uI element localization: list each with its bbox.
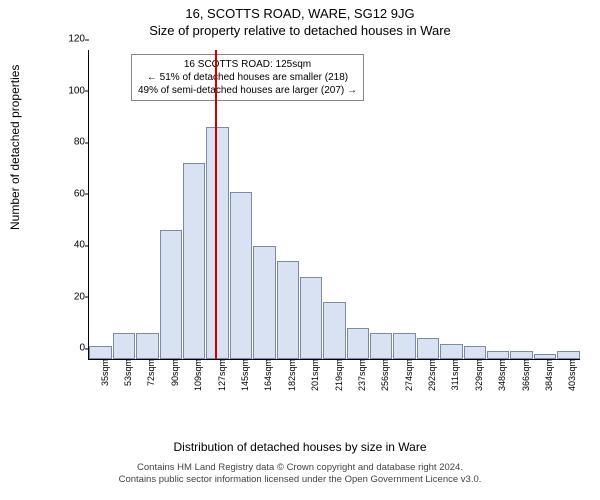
x-tick: 274sqm bbox=[404, 359, 414, 391]
histogram-bar bbox=[557, 351, 579, 359]
x-tick: 182sqm bbox=[287, 359, 297, 391]
x-tick: 201sqm bbox=[310, 359, 320, 391]
histogram-bar bbox=[113, 333, 135, 359]
x-tick: 145sqm bbox=[240, 359, 250, 391]
x-tick: 292sqm bbox=[427, 359, 437, 391]
x-tick: 219sqm bbox=[334, 359, 344, 391]
y-tick: 60 bbox=[59, 188, 85, 199]
histogram-bar bbox=[277, 261, 299, 359]
property-marker-line bbox=[215, 50, 217, 359]
x-tick: 403sqm bbox=[567, 359, 577, 391]
y-tick: 80 bbox=[59, 137, 85, 148]
y-tick: 0 bbox=[59, 343, 85, 354]
histogram-bar bbox=[183, 163, 205, 359]
histogram-bar bbox=[393, 333, 415, 359]
x-tick: 329sqm bbox=[474, 359, 484, 391]
annotation-line-3: 49% of semi-detached houses are larger (… bbox=[138, 84, 357, 97]
chart-area: 16 SCOTTS ROAD: 125sqm ← 51% of detached… bbox=[60, 50, 580, 410]
page-subtitle: Size of property relative to detached ho… bbox=[0, 23, 600, 38]
annotation-box: 16 SCOTTS ROAD: 125sqm ← 51% of detached… bbox=[131, 54, 364, 101]
histogram-bar bbox=[206, 127, 228, 359]
histogram-bar bbox=[323, 302, 345, 359]
y-tick: 120 bbox=[59, 34, 85, 45]
histogram-bar bbox=[464, 346, 486, 359]
histogram-bar bbox=[253, 246, 275, 359]
x-tick: 164sqm bbox=[263, 359, 273, 391]
histogram-bar bbox=[347, 328, 369, 359]
histogram-bar bbox=[160, 230, 182, 359]
page-title: 16, SCOTTS ROAD, WARE, SG12 9JG bbox=[0, 6, 600, 21]
x-tick: 109sqm bbox=[193, 359, 203, 391]
chart-container: 16, SCOTTS ROAD, WARE, SG12 9JG Size of … bbox=[0, 0, 600, 500]
x-tick: 256sqm bbox=[380, 359, 390, 391]
y-tick: 40 bbox=[59, 240, 85, 251]
x-tick: 348sqm bbox=[497, 359, 507, 391]
histogram-bar bbox=[230, 192, 252, 359]
x-tick: 127sqm bbox=[217, 359, 227, 391]
x-tick: 366sqm bbox=[521, 359, 531, 391]
x-tick: 384sqm bbox=[544, 359, 554, 391]
y-tick: 20 bbox=[59, 291, 85, 302]
annotation-line-2: ← 51% of detached houses are smaller (21… bbox=[138, 71, 357, 84]
plot-region: 16 SCOTTS ROAD: 125sqm ← 51% of detached… bbox=[88, 50, 580, 360]
histogram-bar bbox=[136, 333, 158, 359]
histogram-bar bbox=[417, 338, 439, 359]
footer-line-2: Contains public sector information licen… bbox=[10, 474, 590, 486]
footer: Contains HM Land Registry data © Crown c… bbox=[10, 462, 590, 486]
y-axis-label: Number of detached properties bbox=[8, 65, 22, 230]
histogram-bar bbox=[300, 277, 322, 359]
histogram-bar bbox=[440, 344, 462, 359]
x-axis-label: Distribution of detached houses by size … bbox=[0, 440, 600, 454]
histogram-bar bbox=[370, 333, 392, 359]
x-tick: 311sqm bbox=[450, 359, 460, 390]
x-tick: 53sqm bbox=[123, 359, 133, 386]
x-tick: 35sqm bbox=[100, 359, 110, 386]
x-tick: 237sqm bbox=[357, 359, 367, 391]
histogram-bar bbox=[510, 351, 532, 359]
y-tick: 100 bbox=[59, 85, 85, 96]
histogram-bar bbox=[487, 351, 509, 359]
x-tick: 72sqm bbox=[146, 359, 156, 386]
x-tick: 90sqm bbox=[170, 359, 180, 386]
histogram-bar bbox=[89, 346, 111, 359]
annotation-line-1: 16 SCOTTS ROAD: 125sqm bbox=[138, 58, 357, 71]
footer-line-1: Contains HM Land Registry data © Crown c… bbox=[10, 462, 590, 474]
